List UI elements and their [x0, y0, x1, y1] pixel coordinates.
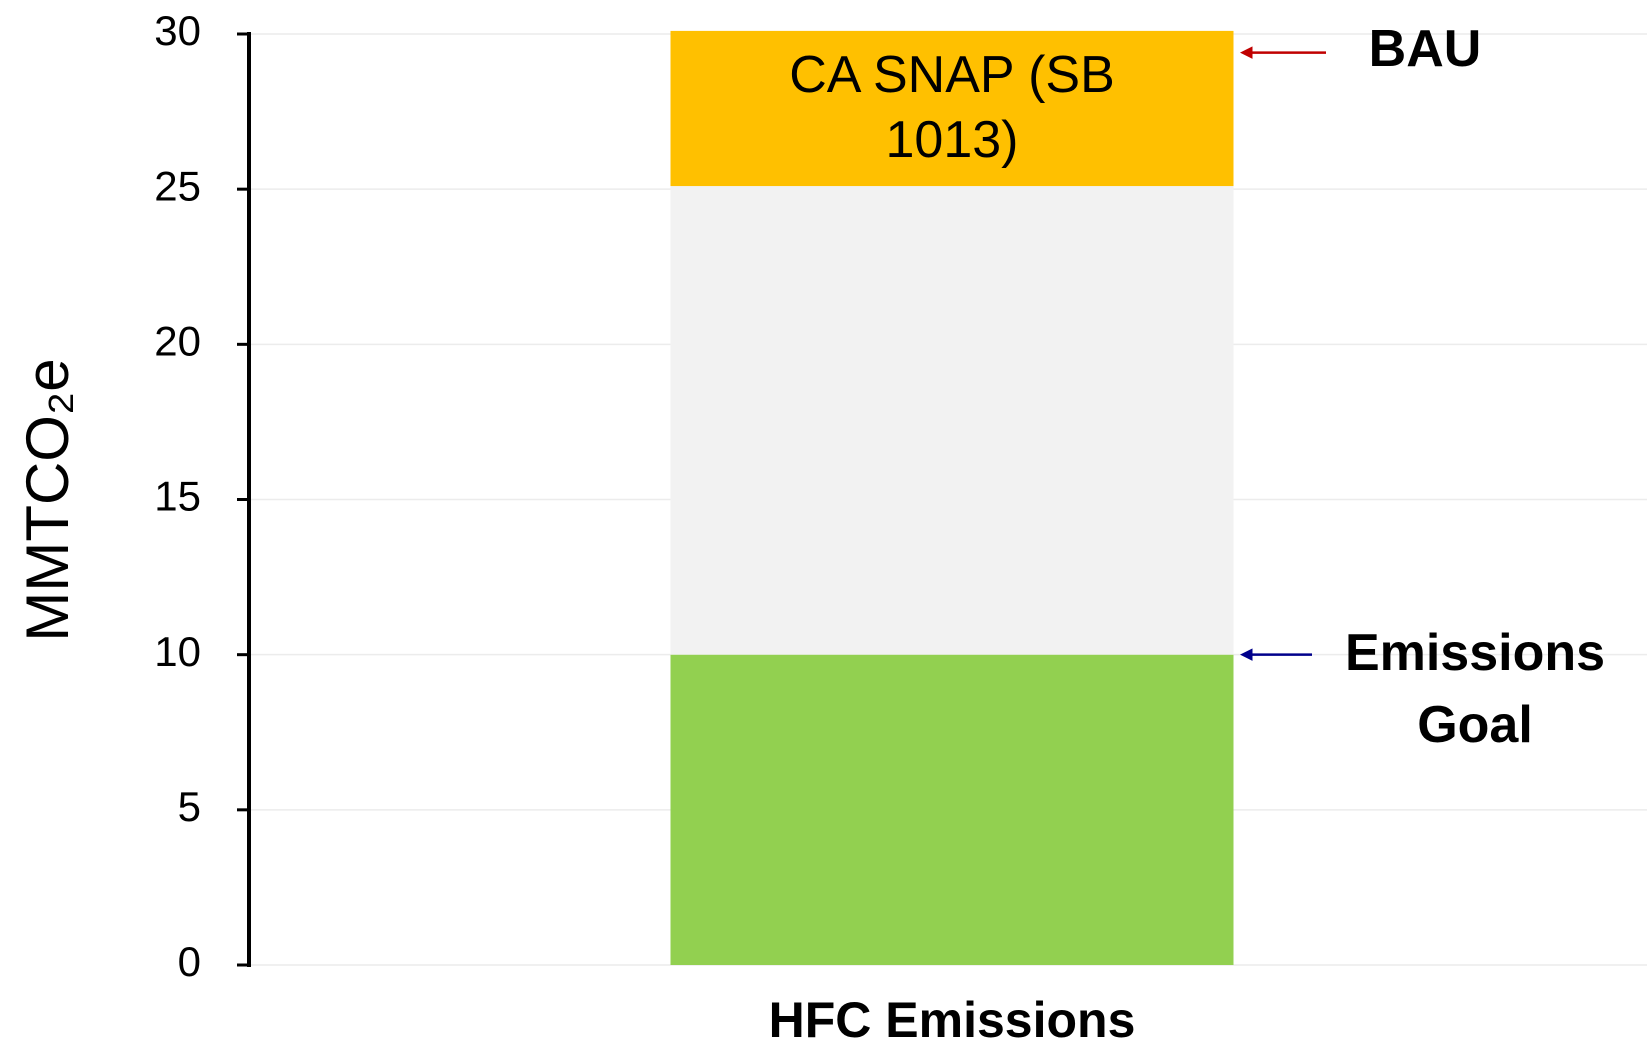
x-tick-label: HFC Emissions	[769, 992, 1136, 1048]
y-tick-label: 15	[154, 473, 201, 520]
bar-segment	[670, 186, 1234, 655]
y-tick-label: 30	[154, 7, 201, 54]
bar-segment	[670, 654, 1234, 965]
annotation-label: BAU	[1368, 19, 1482, 78]
y-tick-label: 10	[154, 628, 201, 675]
segment-label: CA SNAP (SB 1013)	[789, 45, 1115, 169]
y-tick-label: 5	[178, 783, 201, 830]
bar-segment	[670, 30, 1234, 187]
y-tick-label: 0	[178, 938, 201, 985]
annotation-label: Emissions Goal	[1344, 623, 1606, 755]
y-tick-label: 20	[154, 317, 201, 364]
y-tick-label: 25	[154, 162, 201, 209]
y-axis-label: MMTCO₂e	[14, 358, 81, 641]
